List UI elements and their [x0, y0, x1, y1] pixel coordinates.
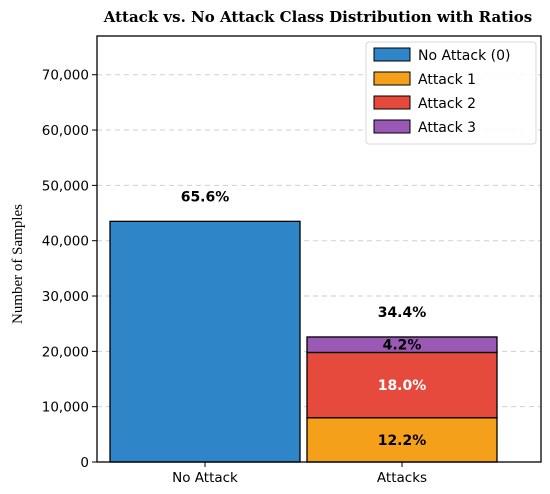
bar-attacks-attack-2 — [306, 351, 498, 419]
x-tick-label: No Attack — [172, 470, 238, 486]
legend-entry: Attack 3 — [418, 120, 476, 136]
y-tick-label: 50,000 — [42, 178, 89, 194]
y-tick-label: 20,000 — [42, 344, 89, 360]
legend-swatch — [373, 71, 411, 86]
y-tick-label: 70,000 — [42, 68, 89, 84]
y-tick-label: 30,000 — [42, 289, 89, 305]
chart-title: Attack vs. No Attack Class Distribution … — [103, 8, 533, 26]
bar-no-attack-no-attack-0 — [109, 220, 301, 463]
y-tick-label: 60,000 — [42, 123, 89, 139]
legend-swatch — [373, 95, 411, 110]
total-percent-label: 65.6% — [181, 189, 230, 205]
bar-attacks-attack-1 — [306, 417, 498, 463]
total-percent-label: 34.4% — [378, 305, 427, 321]
y-tick-label: 10,000 — [42, 400, 89, 416]
segment-percent-label: 12.2% — [378, 433, 427, 449]
segment-percent-label: 18.0% — [378, 378, 427, 394]
y-axis-label: Number of Samples — [10, 204, 26, 324]
legend-entry: Attack 2 — [418, 96, 476, 112]
bar-attacks-attack-3 — [306, 336, 498, 354]
x-tick-label: Attacks — [377, 470, 427, 486]
y-tick-label: 40,000 — [42, 234, 89, 250]
data-labels: 65.6% 12.2% 18.0% 4.2% 34.4% — [181, 189, 427, 449]
legend-entry: Attack 1 — [418, 72, 476, 88]
y-tick-label: 0 — [80, 455, 89, 471]
axes: 0 10,000 20,000 30,000 40,000 50,000 60,000 70,… — [42, 35, 542, 486]
legend-swatch — [373, 47, 411, 62]
segment-percent-label: 4.2% — [383, 338, 422, 354]
legend-box — [365, 41, 537, 145]
plot-frame — [96, 35, 542, 463]
bars — [109, 220, 498, 463]
legend-entry: No Attack (0) — [418, 48, 510, 64]
legend-swatch — [373, 119, 411, 134]
legend: No Attack (0) Attack 1 Attack 2 Attack 3 — [365, 41, 537, 145]
